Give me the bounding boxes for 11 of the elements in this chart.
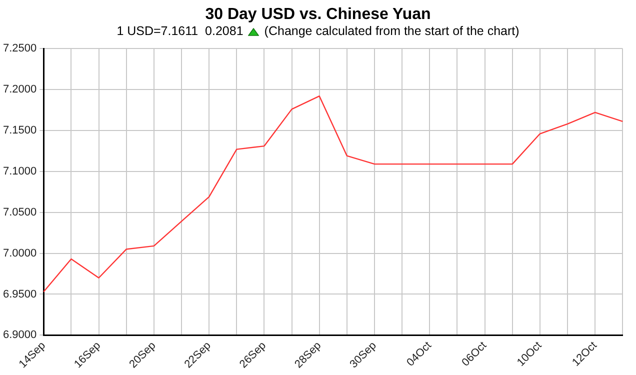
y-tick-label: 7.1500	[2, 124, 37, 137]
y-tick-label: 7.0000	[2, 247, 37, 260]
y-tick-label: 6.9500	[2, 288, 37, 300]
y-tick-label: 7.2500	[2, 42, 37, 55]
chart-subtitle: 1 USD=7.1611 0.2081	[116, 24, 244, 39]
text: (Change calculated from the start of the chart)	[264, 24, 520, 39]
y-tick-label: 7.1000	[2, 165, 37, 178]
y-tick-label: 7.2000	[2, 84, 37, 96]
y-tick-label: 7.0500	[2, 206, 37, 218]
y-tick-label: 6.9000	[2, 329, 37, 342]
chart-title: 30 Day USD vs. Chinese Yuan	[204, 5, 432, 24]
